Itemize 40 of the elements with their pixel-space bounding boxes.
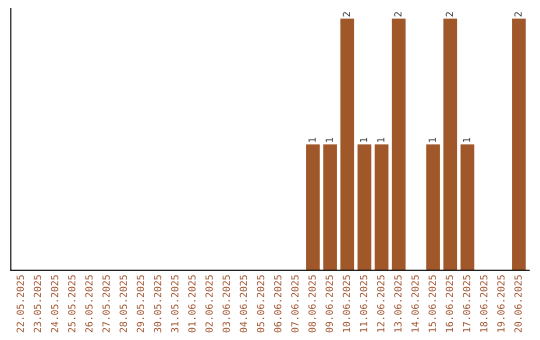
x-tick-label: 30.05.2025 [154, 275, 162, 332]
x-tick-label: 27.05.2025 [102, 275, 110, 332]
x-tick-label: 20.06.2025 [514, 275, 522, 332]
data-label: 1 [428, 138, 436, 142]
x-tick-label: 23.05.2025 [34, 275, 42, 332]
x-tick-label: 10.06.2025 [342, 275, 350, 332]
x-tick-label: 31.05.2025 [171, 275, 178, 332]
x-tick-label: 08.06.2025 [308, 275, 316, 332]
data-label: 2 [342, 12, 350, 16]
data-label: 1 [360, 138, 368, 142]
x-tick-label: 24.05.2025 [50, 275, 58, 332]
data-label: 1 [463, 138, 470, 142]
x-tick-label: 04.06.2025 [240, 275, 248, 332]
x-tick-label: 25.05.2025 [68, 275, 76, 332]
x-tick-label: 22.05.2025 [16, 275, 24, 332]
x-tick-label: 14.06.2025 [411, 275, 419, 332]
x-tick-label: 17.06.2025 [462, 275, 470, 332]
x-tick-label: 05.06.2025 [256, 275, 264, 332]
x-tick-label: 18.06.2025 [480, 275, 488, 332]
x-tick-label: 12.06.2025 [377, 275, 384, 332]
x-tick-label: 16.06.2025 [446, 275, 454, 332]
x-tick-label: 29.05.2025 [136, 275, 144, 332]
x-tick-label: 06.06.2025 [274, 275, 282, 332]
x-tick-label: 03.06.2025 [222, 275, 230, 332]
data-label: 2 [394, 12, 402, 16]
data-label: 1 [326, 138, 333, 142]
data-label: 2 [514, 12, 522, 16]
x-tick-label: 15.06.2025 [428, 275, 436, 332]
x-tick-label: 13.06.2025 [394, 275, 402, 332]
x-tick-label: 02.06.2025 [205, 275, 213, 332]
x-tick-label: 26.05.2025 [85, 275, 93, 332]
x-tick-label: 07.06.2025 [291, 275, 299, 332]
x-tick-label: 01.06.2025 [188, 275, 196, 332]
data-label: 1 [377, 138, 384, 142]
data-label: 1 [308, 138, 316, 142]
x-tick-label: 11.06.2025 [360, 275, 368, 332]
x-tick-label: 28.05.2025 [120, 275, 127, 332]
x-tick-label: 19.06.2025 [497, 275, 505, 332]
x-tick-label: 09.06.2025 [326, 275, 333, 332]
data-label: 2 [446, 12, 453, 16]
